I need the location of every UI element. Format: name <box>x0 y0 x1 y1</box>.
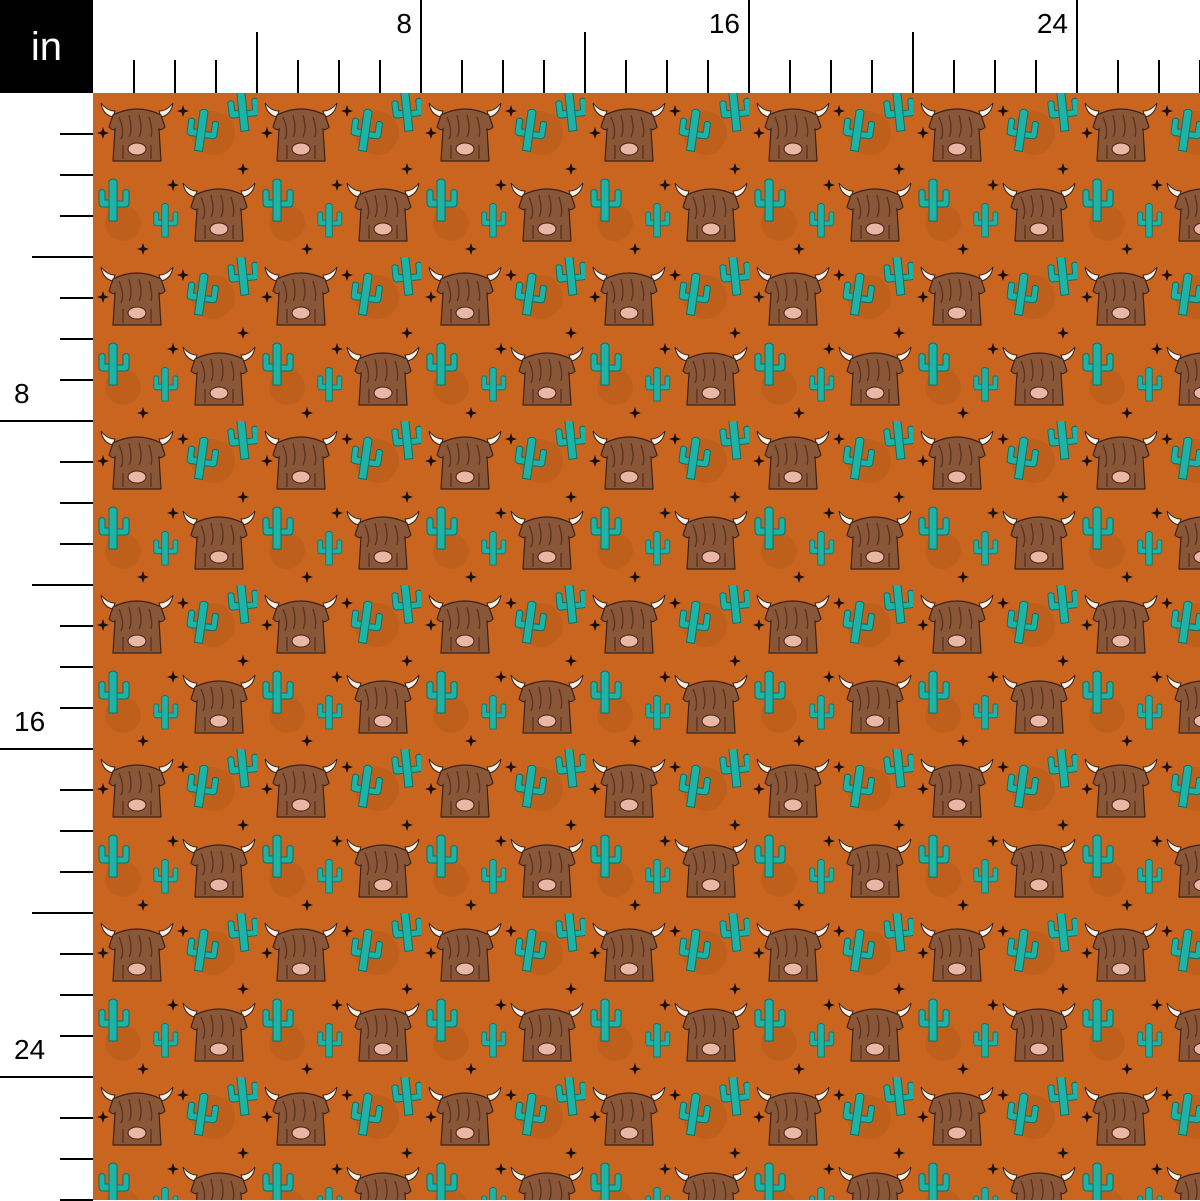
top-ruler-label: 8 <box>396 8 412 39</box>
ruler-tick <box>60 379 93 381</box>
top-ruler: 8 16 24 <box>93 0 1200 93</box>
unit-label: in <box>0 0 93 93</box>
ruler-tick <box>543 60 545 93</box>
ruler-tick <box>297 60 299 93</box>
ruler-tick <box>625 60 627 93</box>
ruler-tick <box>584 32 586 93</box>
ruler-tick <box>60 1117 93 1119</box>
ruler-tick <box>60 215 93 217</box>
ruler-tick <box>994 60 996 93</box>
ruler-tick <box>32 256 93 258</box>
ruler-tick <box>707 60 709 93</box>
ruler-tick <box>60 666 93 668</box>
ruler-tick <box>60 953 93 955</box>
ruler-tick <box>502 60 504 93</box>
ruler-tick <box>174 60 176 93</box>
ruler-tick <box>461 60 463 93</box>
ruler-tick <box>32 912 93 914</box>
top-ruler-label: 16 <box>708 8 740 39</box>
ruler-tick <box>215 60 217 93</box>
ruler-tick <box>0 420 93 422</box>
ruler-tick <box>60 174 93 176</box>
ruler-tick <box>60 789 93 791</box>
fabric-print <box>93 93 1200 1200</box>
ruler-tick <box>60 338 93 340</box>
left-ruler-label: 16 <box>14 706 46 737</box>
ruler-tick <box>60 133 93 135</box>
ruler-tick <box>60 297 93 299</box>
ruler-tick <box>60 543 93 545</box>
ruler-tick <box>256 32 258 93</box>
ruler-tick <box>60 502 93 504</box>
ruler-tick <box>60 461 93 463</box>
ruler-tick <box>133 60 135 93</box>
ruler-tick <box>338 60 340 93</box>
ruler-tick <box>871 60 873 93</box>
ruler-tick <box>912 32 914 93</box>
ruler-tick <box>0 748 93 750</box>
left-ruler: 8 16 24 <box>0 93 93 1201</box>
ruler-tick <box>1035 60 1037 93</box>
ruler-tick <box>420 0 422 93</box>
ruler-tick <box>32 584 93 586</box>
ruler-tick <box>1117 60 1119 93</box>
ruler-tick <box>60 1158 93 1160</box>
ruler-tick <box>953 60 955 93</box>
ruler-tick <box>1158 60 1160 93</box>
ruler-tick <box>60 830 93 832</box>
ruler-tick <box>666 60 668 93</box>
ruler-tick <box>60 707 93 709</box>
ruler-tick <box>1076 0 1078 93</box>
ruler-tick <box>379 60 381 93</box>
ruler-tick <box>60 1035 93 1037</box>
ruler-tick <box>60 994 93 996</box>
ruler-tick <box>60 871 93 873</box>
ruler-tick <box>748 0 750 93</box>
left-ruler-label: 8 <box>14 378 30 409</box>
ruler-tick <box>830 60 832 93</box>
ruler-tick <box>789 60 791 93</box>
left-ruler-label: 24 <box>14 1034 46 1065</box>
fabric-pattern <box>93 93 1200 1200</box>
ruler-tick <box>60 625 93 627</box>
ruler-tick <box>0 1076 93 1078</box>
top-ruler-label: 24 <box>1036 8 1068 39</box>
